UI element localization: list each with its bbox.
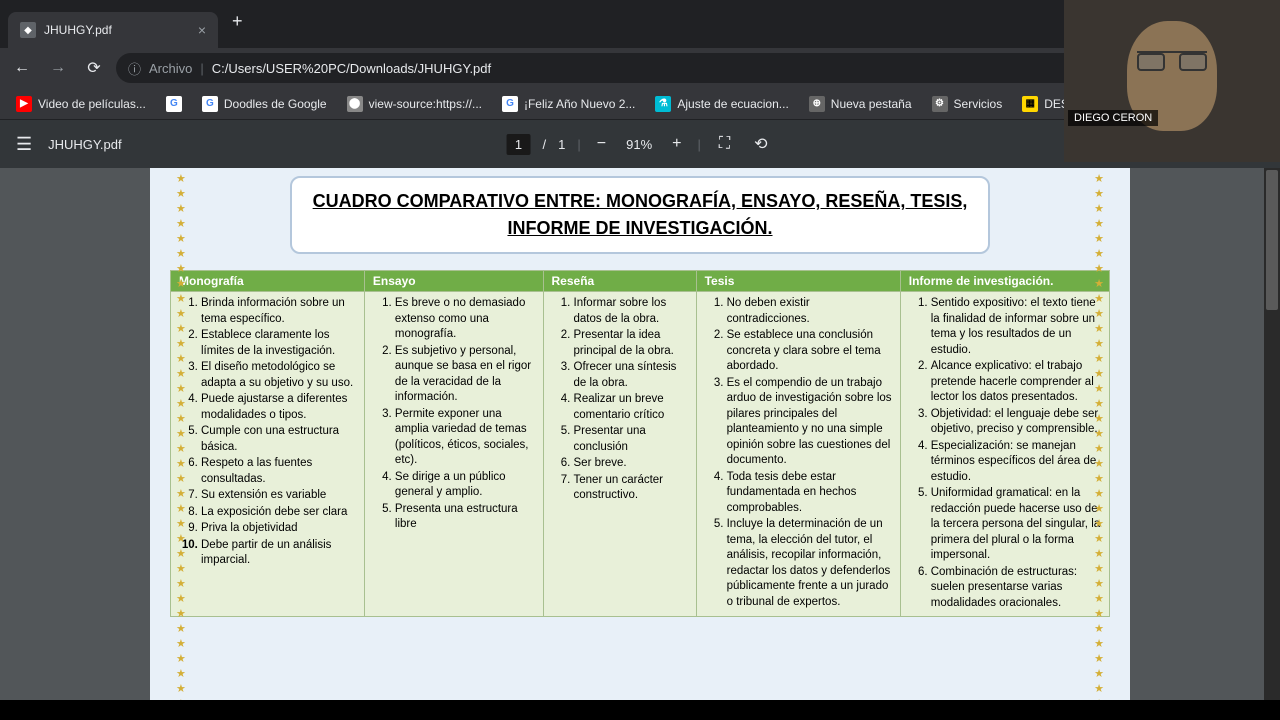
- pdf-viewport[interactable]: ★★★★★★★★★★★★★★★★★★★★★★★★★★★★★★★★★★★★ ★★★…: [0, 168, 1280, 720]
- bookmark-item[interactable]: ⚙ Servicios: [924, 92, 1011, 116]
- url-scheme: Archivo: [149, 61, 192, 76]
- bookmark-icon: ▦: [1022, 96, 1038, 112]
- list-item: Es breve o no demasiado extenso como una…: [395, 296, 535, 343]
- list-item: Especialización: se manejan términos esp…: [931, 439, 1101, 486]
- bookmark-item[interactable]: ⚗ Ajuste de ecuacion...: [647, 92, 796, 116]
- bookmark-item[interactable]: ⊕ Nueva pestaña: [801, 92, 920, 116]
- comparison-table: MonografíaEnsayoReseñaTesisInforme de in…: [170, 270, 1110, 617]
- table-cell: Brinda información sobre un tema específ…: [171, 292, 365, 617]
- pdf-page: ★★★★★★★★★★★★★★★★★★★★★★★★★★★★★★★★★★★★ ★★★…: [150, 168, 1130, 720]
- page-separator: /: [543, 137, 547, 152]
- list-item: Uniformidad gramatical: en la redacción …: [931, 486, 1101, 564]
- webcam-name-label: DIEGO CERON: [1068, 110, 1158, 126]
- list-item: Se establece una conclusión concreta y c…: [727, 328, 892, 375]
- list-item: Presentar la idea principal de la obra.: [574, 328, 688, 359]
- list-item: Realizar un breve comentario crítico: [574, 392, 688, 423]
- bookmark-label: Nueva pestaña: [831, 97, 912, 111]
- bottom-black-bar: [0, 700, 1280, 720]
- bookmark-item[interactable]: G ¡Feliz Año Nuevo 2...: [494, 92, 643, 116]
- bookmark-item[interactable]: G Doodles de Google: [194, 92, 335, 116]
- list-item: Combinación de estructuras: suelen prese…: [931, 565, 1101, 612]
- list-item: Debe partir de un análisis imparcial.: [201, 538, 356, 569]
- list-item: Establece claramente los límites de la i…: [201, 328, 356, 359]
- webcam-overlay: DIEGO CERON: [1064, 0, 1280, 162]
- list-item: Ofrecer una síntesis de la obra.: [574, 360, 688, 391]
- list-item: Priva la objetividad: [201, 521, 356, 537]
- bookmark-label: Doodles de Google: [224, 97, 327, 111]
- bookmark-icon: G: [166, 96, 182, 112]
- bookmark-icon: ⚙: [932, 96, 948, 112]
- bookmark-icon: ⬤: [347, 96, 363, 112]
- table-header: Tesis: [696, 271, 900, 292]
- close-tab-icon[interactable]: ×: [198, 22, 206, 38]
- reload-button[interactable]: ⟳: [80, 54, 108, 82]
- list-item: Incluye la determinación de un tema, la …: [727, 517, 892, 610]
- bookmark-label: Ajuste de ecuacion...: [677, 97, 788, 111]
- table-header: Reseña: [543, 271, 696, 292]
- browser-tab[interactable]: ◆ JHUHGY.pdf ×: [8, 12, 218, 48]
- list-item: Permite exponer una amplia variedad de t…: [395, 407, 535, 469]
- list-item: Presentar una conclusión: [574, 424, 688, 455]
- bookmark-label: Servicios: [954, 97, 1003, 111]
- document-title: CUADRO COMPARATIVO ENTRE: MONOGRAFÍA, EN…: [312, 188, 968, 242]
- list-item: Toda tesis debe estar fundamentada en he…: [727, 470, 892, 517]
- list-item: La exposición debe ser clara: [201, 505, 356, 521]
- table-header: Informe de investigación.: [900, 271, 1109, 292]
- table-header: Ensayo: [364, 271, 543, 292]
- fit-page-icon[interactable]: ⛶: [713, 135, 736, 153]
- table-header: Monografía: [171, 271, 365, 292]
- table-cell: Es breve o no demasiado extenso como una…: [364, 292, 543, 617]
- rotate-icon[interactable]: ⟲: [748, 134, 773, 154]
- list-item: Respeto a las fuentes consultadas.: [201, 456, 356, 487]
- document-title-box: CUADRO COMPARATIVO ENTRE: MONOGRAFÍA, EN…: [290, 176, 990, 254]
- list-item: Objetividad: el lenguaje debe ser objeti…: [931, 407, 1101, 438]
- bookmark-icon: ▶: [16, 96, 32, 112]
- list-item: Es subjetivo y personal, aunque se basa …: [395, 344, 535, 406]
- zoom-value[interactable]: 91%: [622, 137, 656, 152]
- list-item: Brinda información sobre un tema específ…: [201, 296, 356, 327]
- table-cell: Sentido expositivo: el texto tiene la fi…: [900, 292, 1109, 617]
- list-item: No deben existir contradicciones.: [727, 296, 892, 327]
- bookmark-label: Video de películas...: [38, 97, 146, 111]
- new-tab-button[interactable]: +: [218, 11, 257, 32]
- list-item: Es el compendio de un trabajo arduo de i…: [727, 376, 892, 469]
- list-item: Cumple con una estructura básica.: [201, 424, 356, 455]
- list-item: Su extensión es variable: [201, 488, 356, 504]
- list-item: Ser breve.: [574, 456, 688, 472]
- info-icon[interactable]: ⓘ: [128, 59, 141, 78]
- zoom-in-button[interactable]: +: [668, 135, 685, 153]
- pdf-icon: ◆: [20, 22, 36, 38]
- list-item: Alcance explicativo: el trabajo pretende…: [931, 359, 1101, 406]
- bookmark-icon: G: [202, 96, 218, 112]
- list-item: Informar sobre los datos de la obra.: [574, 296, 688, 327]
- bookmark-icon: ⚗: [655, 96, 671, 112]
- url-path: C:/Users/USER%20PC/Downloads/JHUHGY.pdf: [212, 61, 491, 76]
- forward-button[interactable]: →: [44, 54, 72, 82]
- bookmark-icon: ⊕: [809, 96, 825, 112]
- list-item: Se dirige a un público general y amplio.: [395, 470, 535, 501]
- list-item: El diseño metodológico se adapta a su ob…: [201, 360, 356, 391]
- scrollbar-thumb[interactable]: [1266, 170, 1278, 310]
- page-total: 1: [558, 137, 565, 152]
- list-item: Tener un carácter constructivo.: [574, 473, 688, 504]
- bookmark-label: ¡Feliz Año Nuevo 2...: [524, 97, 635, 111]
- pdf-menu-icon[interactable]: ☰: [16, 134, 48, 155]
- list-item: Puede ajustarse a diferentes modalidades…: [201, 392, 356, 423]
- list-item: Sentido expositivo: el texto tiene la fi…: [931, 296, 1101, 358]
- tab-title: JHUHGY.pdf: [44, 23, 190, 37]
- bookmark-label: view-source:https://...: [369, 97, 482, 111]
- table-cell: No deben existir contradicciones.Se esta…: [696, 292, 900, 617]
- back-button[interactable]: ←: [8, 54, 36, 82]
- vertical-scrollbar[interactable]: [1264, 168, 1280, 720]
- bookmark-item[interactable]: G: [158, 92, 190, 116]
- decorative-stars-left: ★★★★★★★★★★★★★★★★★★★★★★★★★★★★★★★★★★★★: [176, 172, 186, 710]
- bookmark-icon: G: [502, 96, 518, 112]
- bookmark-item[interactable]: ⬤ view-source:https://...: [339, 92, 490, 116]
- list-item: Presenta una estructura libre: [395, 502, 535, 533]
- page-current-input[interactable]: 1: [507, 134, 531, 155]
- decorative-stars-right: ★★★★★★★★★★★★★★★★★★★★★★★★★★★★★★★★★★★★: [1094, 172, 1104, 710]
- bookmark-item[interactable]: ▶ Video de películas...: [8, 92, 154, 116]
- table-cell: Informar sobre los datos de la obra.Pres…: [543, 292, 696, 617]
- zoom-out-button[interactable]: −: [593, 135, 610, 153]
